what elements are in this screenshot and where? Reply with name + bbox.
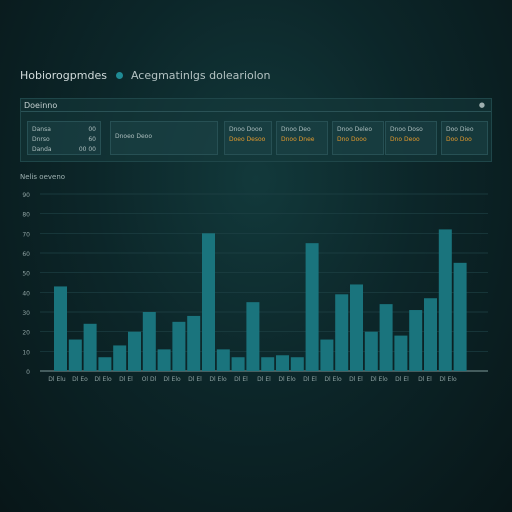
bar[interactable] [335, 294, 349, 371]
x-tick-label: Dl Elo [278, 376, 296, 383]
y-tick-label: 50 [22, 271, 30, 278]
y-tick-label: 0 [26, 369, 30, 376]
bar[interactable] [113, 345, 127, 371]
y-tick-label: 90 [22, 192, 30, 199]
card-value: Dnoo Dnee [281, 136, 315, 143]
bar[interactable] [320, 339, 334, 371]
bar[interactable] [379, 304, 393, 371]
card-label: Dnoo Doso [390, 126, 423, 133]
bar[interactable] [68, 339, 82, 371]
bar[interactable] [394, 335, 408, 371]
summary-card[interactable]: Dnoo Deo Dnoo Dnee [276, 121, 328, 155]
summary-card[interactable]: Doo Dieo Doo Doo [441, 121, 488, 155]
stat-label: Danda [32, 146, 52, 153]
x-tick-label: Dl El [395, 376, 409, 383]
x-tick-label: Dl El [234, 376, 248, 383]
bar[interactable] [142, 312, 156, 371]
x-tick-label: Dl El [303, 376, 317, 383]
card-value: Doo Doo [446, 136, 472, 143]
x-tick-label: Ol Dl [142, 376, 157, 383]
status-dot-icon [115, 71, 123, 79]
card-value: Doeo Desoo [229, 136, 266, 143]
summary-card[interactable]: Dnoo Dooo Doeo Desoo [224, 121, 272, 155]
x-tick-label: Dl Elo [324, 376, 342, 383]
card-label: Dnoo Deleo [337, 126, 373, 133]
bar[interactable] [83, 323, 97, 371]
dashboard-header: Hobiorogpmdes Acegmatinlgs doleariolon [20, 67, 271, 83]
bar[interactable] [290, 357, 304, 371]
bar[interactable] [261, 357, 275, 371]
summary-card-stats[interactable]: Dansa 00 Dnrso 60 Danda 00 00 [27, 121, 101, 155]
y-tick-label: 40 [22, 290, 30, 297]
stat-label: Dnrso [32, 136, 50, 143]
summary-card[interactable]: Dnoo Deleo Dno Dooo [332, 121, 384, 155]
page-subtitle: Acegmatinlgs doleariolon [130, 68, 271, 82]
x-tick-label: Dl El [257, 376, 271, 383]
y-tick-label: 20 [22, 330, 30, 337]
bar[interactable] [187, 315, 201, 371]
x-tick-label: Dl El [119, 376, 133, 383]
card-label: Dnoeo Deoo [115, 133, 153, 140]
x-tick-label: Dl Elo [370, 376, 388, 383]
bar[interactable] [54, 286, 67, 371]
stat-value: 60 [88, 136, 96, 143]
y-tick-label: 30 [22, 310, 30, 317]
bar[interactable] [453, 262, 467, 371]
panel-title: Doeinno [24, 101, 58, 110]
card-label: Doo Dieo [446, 126, 474, 133]
card-label: Dnoo Dooo [229, 126, 263, 133]
chart-title: Nelis oeveno [20, 173, 66, 181]
card-value: Dno Deoo [390, 136, 420, 143]
bar[interactable] [231, 357, 245, 371]
bar[interactable] [424, 298, 437, 371]
y-tick-label: 80 [22, 212, 30, 219]
page-title: Hobiorogpmdes [20, 68, 107, 82]
stat-label: Dansa [32, 126, 51, 133]
bar[interactable] [157, 349, 171, 371]
stat-value: 00 00 [78, 146, 96, 153]
x-tick-label: Dl El [418, 376, 432, 383]
summary-card[interactable]: Dnoeo Deoo [110, 121, 218, 155]
bar[interactable] [409, 310, 423, 371]
y-tick-label: 60 [22, 251, 30, 258]
x-tick-label: Dl Eo [72, 376, 88, 383]
card-label: Dnoo Deo [281, 126, 311, 133]
x-tick-label: Dl Elo [439, 376, 457, 383]
bar[interactable] [276, 355, 289, 371]
bar[interactable] [202, 233, 215, 371]
x-tick-label: Dl El [188, 376, 202, 383]
x-tick-label: Dl Elo [163, 376, 181, 383]
bar[interactable] [216, 349, 230, 371]
bar[interactable] [305, 243, 319, 371]
panel-menu-icon[interactable]: ● [478, 101, 485, 109]
bar[interactable] [438, 229, 452, 371]
bar[interactable] [98, 357, 112, 371]
stat-value: 00 [88, 126, 96, 133]
bar[interactable] [350, 284, 363, 371]
y-tick-label: 10 [22, 349, 30, 356]
x-tick-label: Dl Elo [94, 376, 112, 383]
bar[interactable] [172, 321, 186, 371]
card-value: Dno Dooo [337, 136, 367, 143]
y-tick-label: 70 [22, 231, 30, 238]
x-tick-label: Dl Elo [209, 376, 227, 383]
bar[interactable] [246, 302, 260, 371]
summary-panel: Doeinno ● Dansa 00 Dnrso 60 Danda 00 00 Dno… [20, 98, 492, 162]
bar[interactable] [364, 331, 378, 371]
panel-divider [21, 111, 491, 112]
bar[interactable] [128, 331, 141, 371]
x-tick-label: Dl El [349, 376, 363, 383]
summary-card[interactable]: Dnoo Doso Dno Deoo [385, 121, 437, 155]
x-tick-label: Dl Elu [48, 376, 66, 383]
